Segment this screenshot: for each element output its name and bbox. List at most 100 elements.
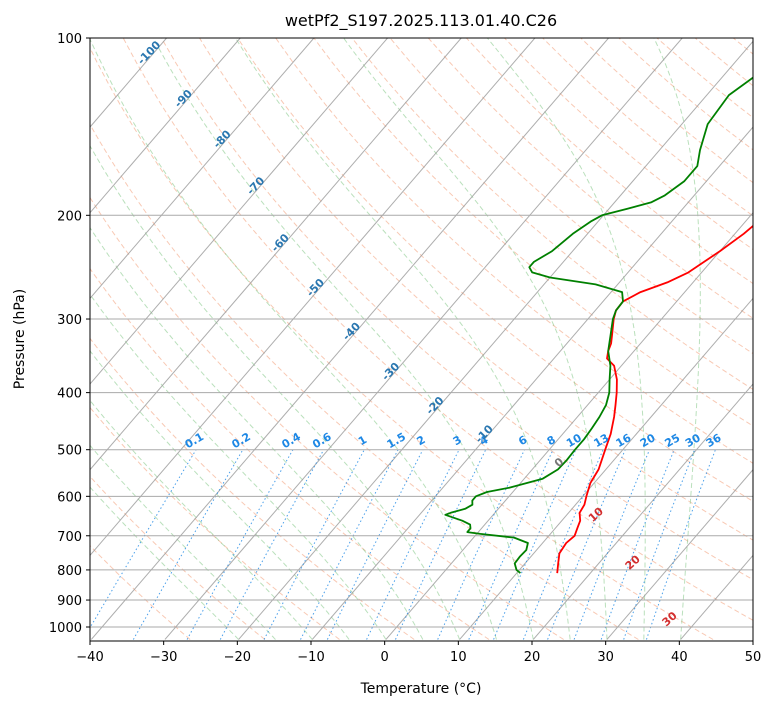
mixing-ratio-line xyxy=(547,449,626,640)
mixing-ratio-label: 6 xyxy=(516,433,529,448)
y-tick-label: 1000 xyxy=(49,621,82,636)
moist-adiabat xyxy=(90,399,313,640)
isotherm-label: -10 xyxy=(473,422,496,446)
isotherm-line xyxy=(90,38,388,385)
mixing-ratio-label: 10 xyxy=(564,431,584,450)
x-axis-label: Temperature (°C) xyxy=(360,681,482,697)
mixing-ratio-line xyxy=(522,449,604,640)
moist-adiabat xyxy=(153,38,534,640)
mixing-ratio-line xyxy=(300,449,399,640)
mixing-ratio-line xyxy=(600,449,675,640)
mixing-ratio-label: 1 xyxy=(356,433,369,448)
x-tick-label: −20 xyxy=(224,650,251,665)
isotherm-line xyxy=(238,40,753,640)
mixing-ratio-line xyxy=(326,449,424,640)
dry-adiabat xyxy=(389,38,753,355)
moist-adiabat xyxy=(343,38,608,640)
mixing-ratio-line xyxy=(493,449,577,640)
isotherm-line xyxy=(532,383,753,640)
moist-adiabat-label: 10 xyxy=(586,505,606,525)
mixing-ratio-label: 3 xyxy=(451,433,464,448)
y-tick-label: 200 xyxy=(57,209,82,224)
dewpoint-trace xyxy=(444,76,753,574)
isotherm-label: -30 xyxy=(379,360,402,384)
mixing-ratio-line xyxy=(90,449,197,629)
mixing-ratio-line xyxy=(366,449,460,640)
x-tick-label: 20 xyxy=(524,650,541,665)
mixing-ratio-line xyxy=(219,449,325,640)
moist-adiabat xyxy=(653,38,701,640)
plot-frame xyxy=(89,37,754,642)
mixing-ratio-line xyxy=(186,449,294,640)
y-tick-label: 400 xyxy=(57,387,82,402)
mixing-ratio-line xyxy=(132,449,244,640)
moist-adiabat xyxy=(487,38,646,640)
dry-adiabat xyxy=(199,38,753,541)
moist-adiabat xyxy=(90,293,387,640)
isotherm-line xyxy=(90,38,609,640)
y-tick-label: 600 xyxy=(57,490,82,505)
x-tick-label: 10 xyxy=(450,650,467,665)
x-tick-label: 40 xyxy=(671,650,688,665)
dry-adiabat xyxy=(122,38,753,621)
dry-adiabat xyxy=(656,38,753,119)
mixing-ratio-label: 20 xyxy=(638,431,658,450)
mixing-ratio-line xyxy=(468,449,554,640)
y-axis-label: Pressure (hPa) xyxy=(12,289,28,389)
mixing-ratio-label: 13 xyxy=(591,431,611,450)
isotherm-line xyxy=(311,126,753,640)
isotherm-label: -40 xyxy=(340,320,363,344)
isotherm-line xyxy=(164,38,683,640)
y-tick-label: 100 xyxy=(57,32,82,47)
mixing-ratio-label: 1.5 xyxy=(385,430,408,451)
x-tick-label: −30 xyxy=(150,650,177,665)
isobar-gridlines xyxy=(90,38,753,628)
dry-adiabat xyxy=(427,38,753,319)
isotherm-line xyxy=(90,38,315,300)
y-tick-label: 800 xyxy=(57,564,82,579)
dry-adiabat xyxy=(90,46,714,640)
mixing-ratio-label: 25 xyxy=(663,431,683,450)
mixing-ratio-line xyxy=(573,449,650,640)
isotherm-line xyxy=(90,38,462,471)
dry-adiabat xyxy=(275,38,753,464)
moist-adiabat xyxy=(90,486,239,640)
moist-adiabat xyxy=(90,350,350,640)
isotherm-line xyxy=(385,211,753,640)
x-tick-label: −10 xyxy=(297,650,324,665)
dry-adiabat xyxy=(90,267,490,640)
moist-adiabat-label: 30 xyxy=(660,609,680,629)
isotherm-label: -90 xyxy=(172,87,195,111)
y-tick-label: 300 xyxy=(57,313,82,328)
x-axis: −40 −30 −20 −10 0 10 20 30 40 50 xyxy=(76,641,761,665)
isotherm-label: -50 xyxy=(304,276,327,300)
x-tick-label: −40 xyxy=(76,650,103,665)
temperature-trace xyxy=(556,224,753,574)
dry-adiabat xyxy=(90,196,564,640)
mixing-ratio-label: 0.2 xyxy=(229,430,252,451)
dry-adiabat xyxy=(542,38,753,217)
moist-adiabat xyxy=(90,226,424,640)
dry-adiabat xyxy=(732,38,753,55)
mixing-ratio-label: 16 xyxy=(614,431,634,450)
mixing-ratio-label: 0.4 xyxy=(279,430,303,451)
dry-adiabat xyxy=(90,406,340,640)
mixing-ratio-label: 30 xyxy=(683,431,703,450)
y-tick-label: 500 xyxy=(57,444,82,459)
isotherm-line xyxy=(90,38,241,214)
moist-adiabat xyxy=(90,444,276,640)
dry-adiabat xyxy=(504,38,753,251)
mixing-ratio-line xyxy=(623,449,696,640)
y-tick-label: 700 xyxy=(57,530,82,545)
moist-adiabat xyxy=(90,144,461,640)
y-axis: 100 200 300 400 500 600 700 800 900 1000 xyxy=(49,32,90,636)
dry-adiabat xyxy=(466,38,753,285)
isotherm-line xyxy=(459,297,753,640)
isotherm-line xyxy=(680,554,753,640)
isotherm-line xyxy=(606,468,753,640)
moist-adiabat xyxy=(90,38,497,640)
isotherm-label: -80 xyxy=(211,127,234,151)
dry-adiabat xyxy=(90,123,639,640)
mixing-ratio-line xyxy=(646,449,716,640)
